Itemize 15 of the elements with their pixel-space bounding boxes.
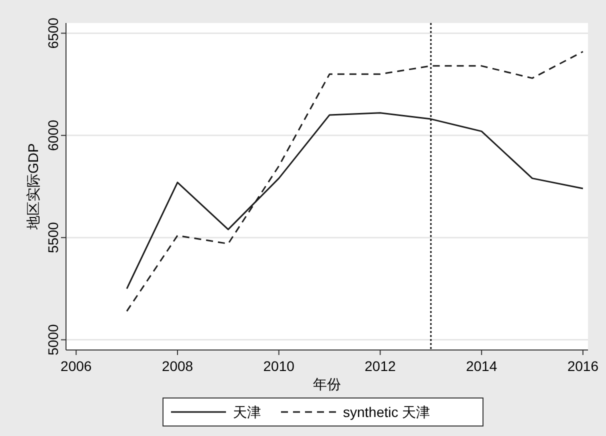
y-tick-label: 6000 [45, 120, 61, 151]
x-tick-label: 2010 [263, 358, 295, 374]
x-tick-label: 2012 [364, 358, 396, 374]
x-axis-title: 年份 [313, 376, 341, 392]
y-tick-label: 5500 [45, 222, 61, 254]
y-axis-title: 地区实际GDP [25, 143, 41, 231]
x-tick-label: 2006 [60, 358, 92, 374]
x-tick-label: 2008 [162, 358, 194, 374]
y-tick-label: 6500 [45, 17, 61, 49]
x-tick-label: 2014 [466, 358, 498, 374]
legend-label: synthetic 天津 [343, 404, 430, 420]
legend-label: 天津 [233, 404, 261, 420]
y-tick-label: 5000 [45, 324, 61, 356]
x-tick-label: 2016 [567, 358, 599, 374]
line-series [126, 50, 584, 312]
